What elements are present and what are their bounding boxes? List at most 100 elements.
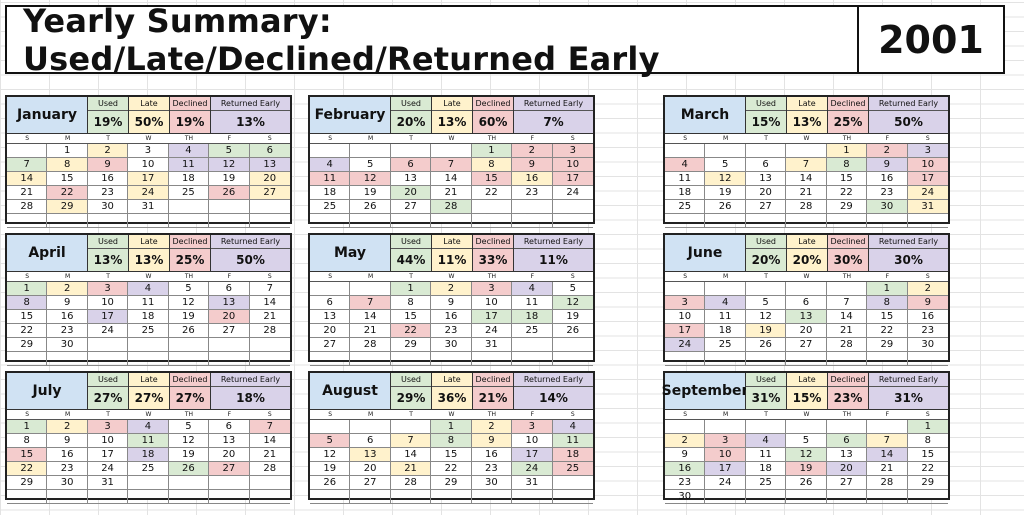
stat-value[interactable]: 13% [437, 115, 467, 129]
day-cell[interactable]: 19 [310, 462, 351, 476]
day-cell[interactable]: 12 [552, 296, 593, 310]
day-cell[interactable] [350, 420, 391, 434]
day-cell[interactable]: 17 [665, 324, 706, 338]
day-cell[interactable] [471, 214, 513, 228]
day-cell[interactable] [87, 214, 129, 228]
day-cell[interactable]: 4 [745, 434, 787, 448]
day-cell[interactable] [209, 490, 250, 504]
stat-value[interactable]: 27% [134, 391, 164, 405]
day-cell[interactable]: 16 [431, 310, 472, 324]
day-cell[interactable]: 26 [168, 324, 210, 338]
day-cell[interactable]: 22 [47, 186, 88, 200]
day-cell[interactable] [907, 352, 948, 366]
day-cell[interactable] [350, 490, 391, 504]
stat-value[interactable]: 11% [437, 253, 467, 267]
day-cell[interactable]: 20 [249, 172, 290, 186]
day-cell[interactable]: 12 [209, 158, 250, 172]
day-cell[interactable]: 18 [705, 324, 746, 338]
day-cell[interactable] [665, 214, 706, 228]
day-cell[interactable]: 18 [665, 186, 706, 200]
day-cell[interactable]: 16 [471, 448, 513, 462]
day-cell[interactable]: 10 [665, 310, 706, 324]
day-cell[interactable] [249, 490, 290, 504]
day-cell[interactable]: 1 [826, 144, 868, 158]
month-name[interactable]: July [7, 373, 88, 409]
day-cell[interactable]: 13 [209, 434, 250, 448]
stat-value[interactable]: 21% [478, 391, 508, 405]
day-cell[interactable]: 16 [665, 462, 706, 476]
day-cell[interactable]: 29 [390, 338, 432, 352]
day-cell[interactable]: 6 [209, 282, 250, 296]
day-cell[interactable] [786, 144, 827, 158]
day-cell[interactable]: 6 [209, 420, 250, 434]
day-cell[interactable]: 31 [512, 476, 553, 490]
day-cell[interactable] [705, 282, 746, 296]
day-cell[interactable]: 23 [87, 186, 129, 200]
day-cell[interactable]: 26 [786, 476, 827, 490]
day-cell[interactable]: 4 [128, 420, 169, 434]
day-cell[interactable]: 24 [705, 476, 746, 490]
day-cell[interactable]: 29 [431, 476, 472, 490]
day-cell[interactable]: 1 [7, 282, 48, 296]
stat-value[interactable]: 13% [236, 115, 265, 129]
day-cell[interactable]: 8 [826, 158, 868, 172]
day-cell[interactable]: 18 [745, 462, 787, 476]
stat-value[interactable]: 25% [833, 115, 863, 129]
day-cell[interactable] [552, 490, 593, 504]
day-cell[interactable]: 13 [826, 448, 868, 462]
day-cell[interactable]: 19 [350, 186, 391, 200]
day-cell[interactable] [209, 214, 250, 228]
day-cell[interactable]: 3 [128, 144, 169, 158]
day-cell[interactable] [128, 338, 169, 352]
day-cell[interactable]: 27 [209, 462, 250, 476]
day-cell[interactable]: 21 [431, 186, 472, 200]
day-cell[interactable]: 5 [552, 282, 593, 296]
day-cell[interactable]: 30 [907, 338, 948, 352]
day-cell[interactable] [826, 420, 868, 434]
day-cell[interactable]: 9 [907, 296, 948, 310]
day-cell[interactable]: 20 [786, 324, 827, 338]
day-cell[interactable]: 2 [665, 434, 706, 448]
day-cell[interactable]: 17 [552, 172, 593, 186]
day-cell[interactable]: 23 [512, 186, 553, 200]
day-cell[interactable]: 24 [907, 186, 948, 200]
day-cell[interactable]: 15 [390, 310, 432, 324]
day-cell[interactable]: 31 [907, 200, 948, 214]
day-cell[interactable] [665, 144, 706, 158]
day-cell[interactable]: 23 [47, 324, 88, 338]
stat-value[interactable]: 14% [539, 391, 568, 405]
day-cell[interactable]: 2 [47, 282, 88, 296]
day-cell[interactable]: 15 [826, 172, 868, 186]
day-cell[interactable]: 18 [128, 448, 169, 462]
day-cell[interactable]: 21 [249, 448, 290, 462]
month-name[interactable]: January [7, 97, 88, 133]
day-cell[interactable]: 30 [867, 200, 908, 214]
day-cell[interactable]: 29 [867, 338, 908, 352]
day-cell[interactable] [907, 214, 948, 228]
day-cell[interactable]: 1 [471, 144, 513, 158]
day-cell[interactable]: 7 [431, 158, 472, 172]
day-cell[interactable] [745, 282, 787, 296]
stat-value[interactable]: 31% [751, 391, 781, 405]
day-cell[interactable]: 4 [552, 420, 593, 434]
day-cell[interactable]: 7 [7, 158, 48, 172]
day-cell[interactable]: 18 [310, 186, 351, 200]
day-cell[interactable]: 26 [310, 476, 351, 490]
day-cell[interactable]: 2 [512, 144, 553, 158]
day-cell[interactable] [168, 200, 210, 214]
day-cell[interactable]: 5 [310, 434, 351, 448]
day-cell[interactable] [705, 490, 746, 504]
day-cell[interactable]: 21 [249, 310, 290, 324]
day-cell[interactable] [249, 338, 290, 352]
day-cell[interactable] [209, 476, 250, 490]
day-cell[interactable] [867, 352, 908, 366]
day-cell[interactable]: 21 [7, 186, 48, 200]
day-cell[interactable] [249, 200, 290, 214]
day-cell[interactable]: 17 [907, 172, 948, 186]
day-cell[interactable]: 26 [209, 186, 250, 200]
day-cell[interactable]: 6 [826, 434, 868, 448]
day-cell[interactable]: 25 [512, 324, 553, 338]
day-cell[interactable]: 19 [168, 310, 210, 324]
stat-value[interactable]: 23% [833, 391, 863, 405]
day-cell[interactable]: 28 [826, 338, 868, 352]
